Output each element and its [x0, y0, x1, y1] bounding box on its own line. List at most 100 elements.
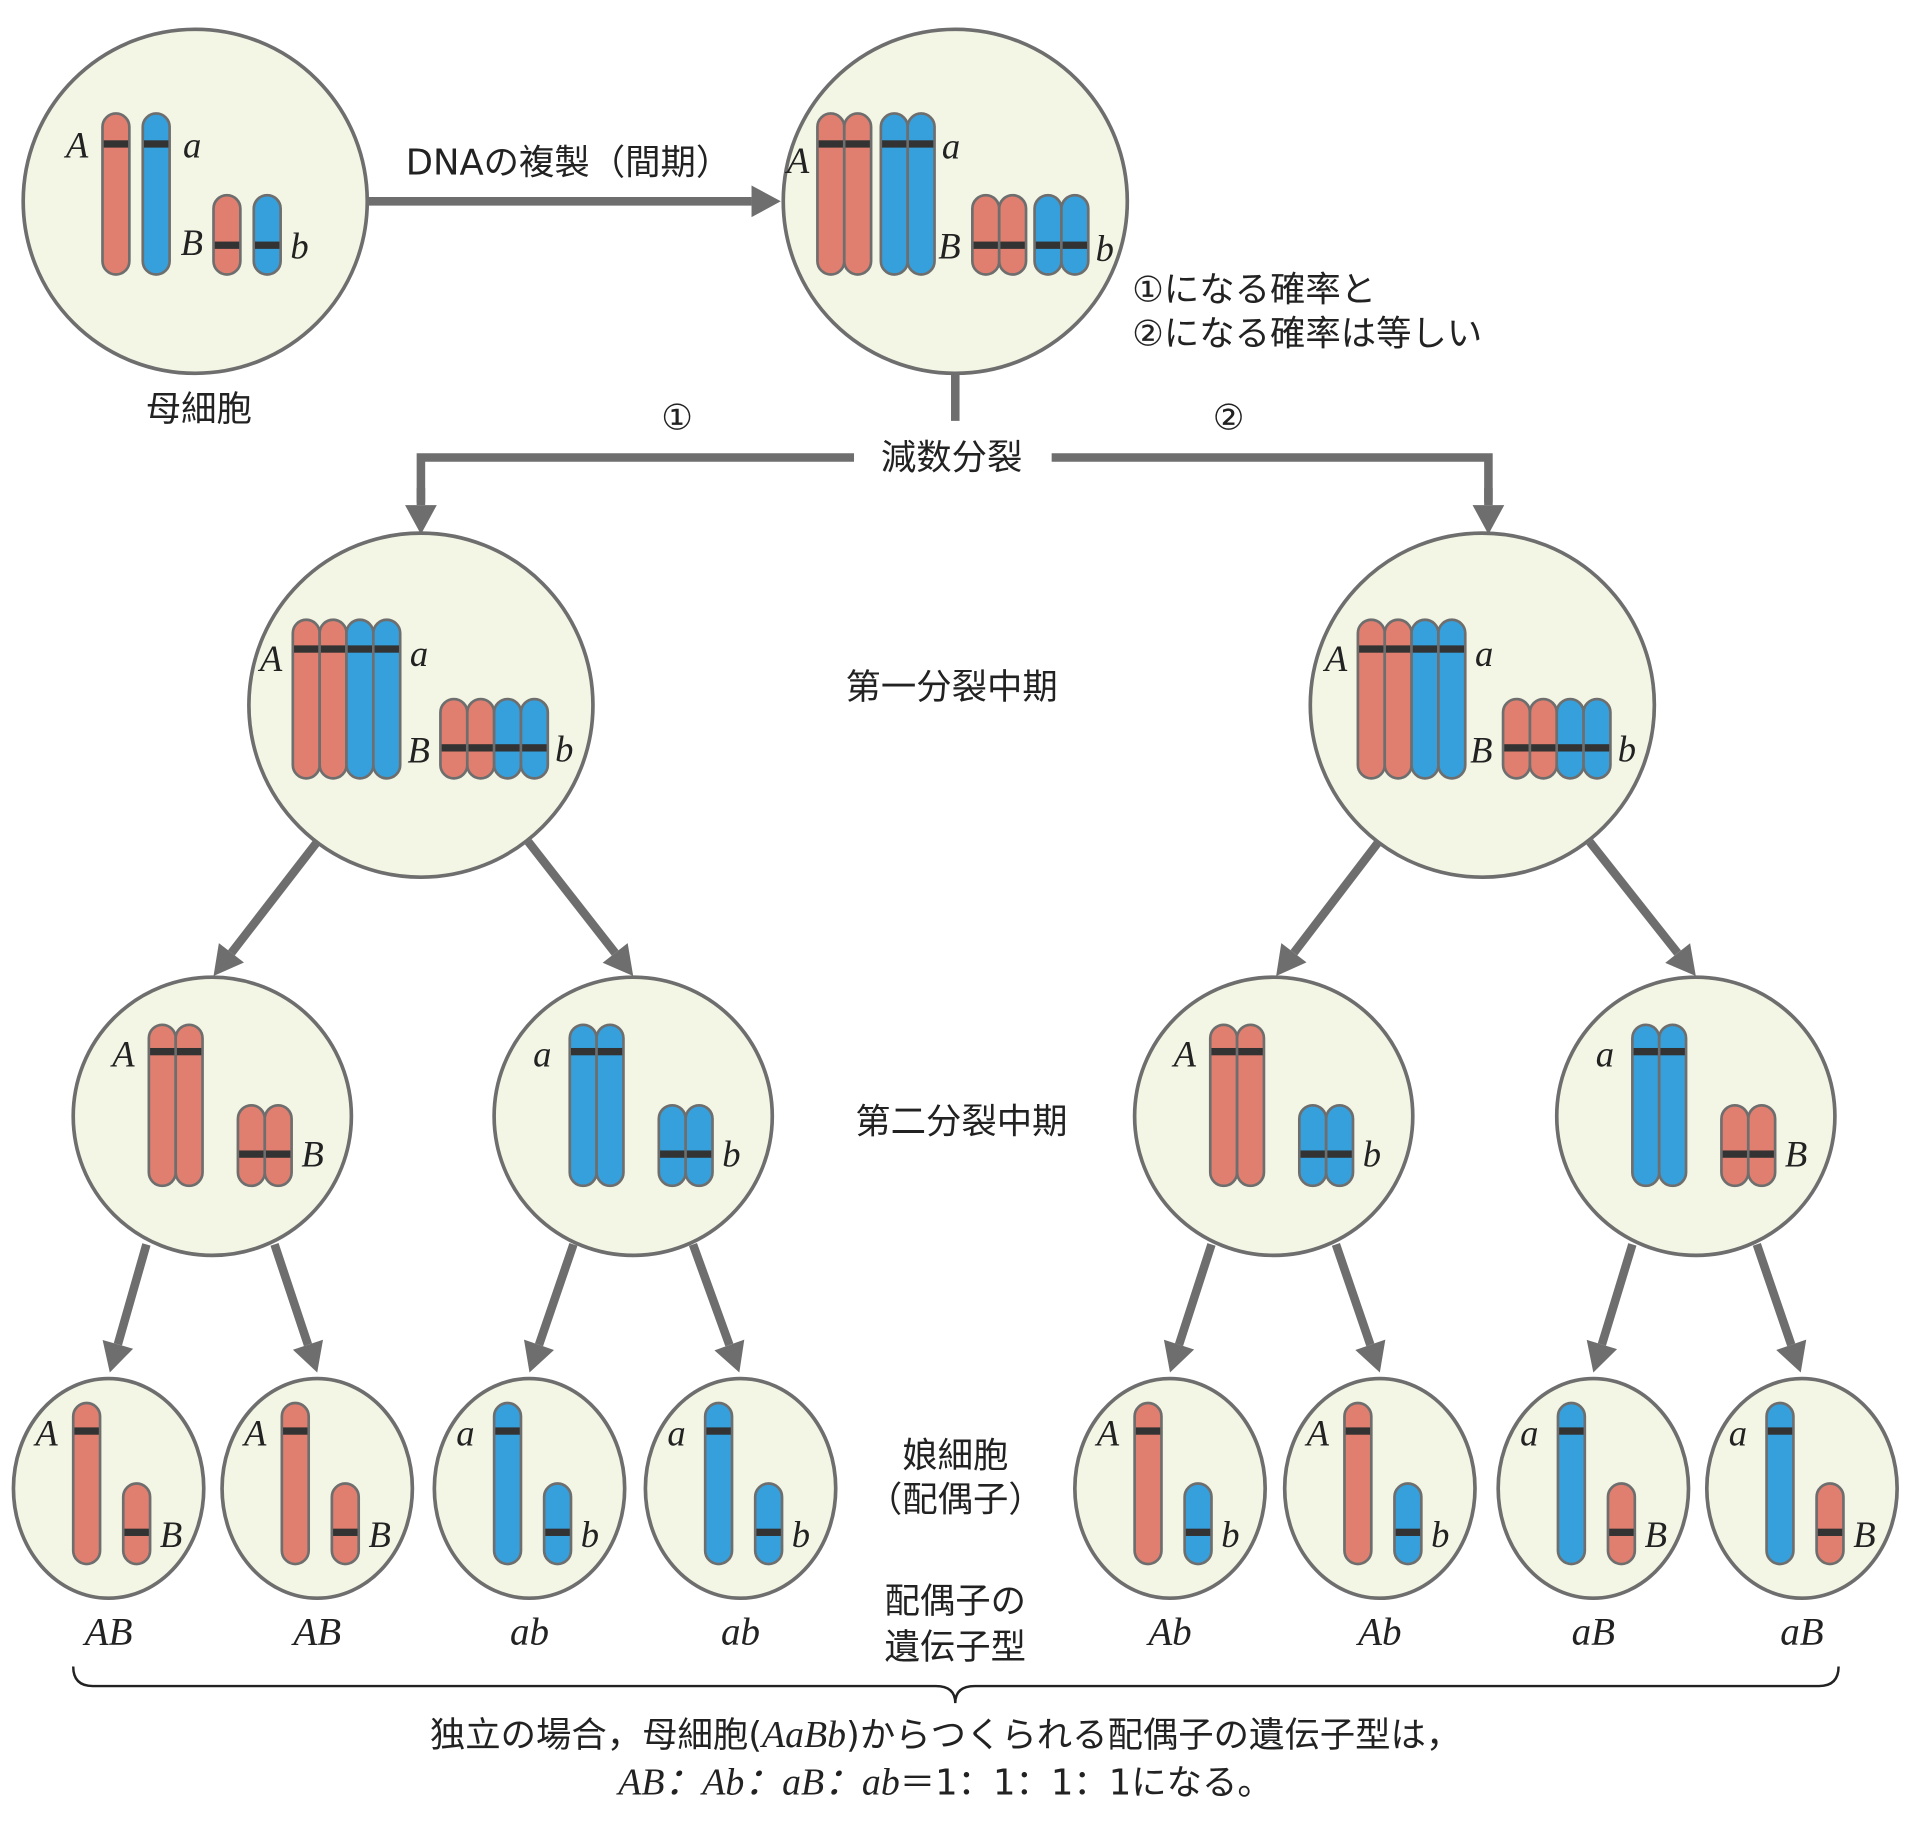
gamete-genotype: AB: [82, 1611, 133, 1654]
gamete-cell: AB: [220, 1376, 415, 1601]
daughter-cells-label: 娘細胞: [902, 1436, 1008, 1477]
gene-locus-band: [1185, 1528, 1211, 1536]
arrow: [1472, 488, 1505, 535]
note-line2: ②になる確率は等しい: [1132, 313, 1482, 354]
gamete-cell: Ab: [1073, 1376, 1267, 1601]
allele-label-B: B: [408, 730, 430, 771]
allele-label-a: a: [533, 1033, 551, 1074]
allele-label-b: b: [581, 1514, 599, 1555]
arrow: [1331, 1243, 1386, 1373]
arrowhead: [1355, 1339, 1386, 1373]
allele-label-a: a: [1520, 1413, 1538, 1454]
gene-locus-band: [495, 744, 520, 752]
ratio-values: ＝1：1：1：1になる。: [900, 1763, 1273, 1804]
chromosome-a: [1765, 1401, 1795, 1566]
arrow-shaft: [534, 1243, 578, 1347]
arrowhead: [1665, 943, 1696, 976]
gene-locus-band: [1559, 1427, 1584, 1435]
conclusion-line2: AB：Ab：aB：ab＝1：1：1：1になる。: [615, 1762, 1272, 1804]
allele-label-A: A: [1323, 638, 1348, 679]
arrow-shaft: [270, 1243, 313, 1347]
gene-locus-band: [1504, 744, 1529, 752]
allele-label-a: a: [667, 1413, 685, 1454]
chromosome-A: [1133, 1401, 1163, 1566]
cell-membrane: [1282, 1376, 1477, 1601]
allele-label-a: a: [942, 126, 960, 167]
gene-locus-band: [660, 1150, 685, 1158]
gamete-genotype-label-2: 遺伝子型: [885, 1627, 1027, 1668]
chromosome-A: [1343, 1401, 1373, 1566]
allele-label-A: A: [258, 638, 283, 679]
gamete-genotype-label-1: 配偶子の: [885, 1581, 1027, 1622]
arrowhead: [1776, 1339, 1807, 1373]
arrowhead: [523, 1339, 554, 1373]
arrowhead: [1276, 943, 1307, 976]
cell-membrane: [1132, 975, 1415, 1258]
chromosome-b: [519, 697, 550, 780]
chromosome-b: [1297, 1103, 1328, 1188]
allele-label-A: A: [785, 140, 810, 181]
cell-membrane: [781, 27, 1130, 376]
gamete-cell: ab: [432, 1376, 627, 1601]
gene-locus-band: [333, 1528, 358, 1536]
allele-label-b: b: [1431, 1514, 1449, 1555]
metaphase2-cell: ab: [492, 975, 775, 1258]
chromosome-a: [1410, 618, 1440, 780]
allele-label-B: B: [160, 1514, 182, 1555]
arrowhead: [213, 943, 244, 976]
gene-locus-band: [1531, 744, 1556, 752]
allele-label-B: B: [1645, 1514, 1667, 1555]
cell-membrane: [1073, 1376, 1267, 1601]
allele-label-B: B: [368, 1514, 390, 1555]
allele-label-B: B: [1785, 1133, 1807, 1174]
gene-locus-band: [818, 140, 844, 148]
allele-label-a: a: [456, 1413, 474, 1454]
chromosome-A: [1356, 618, 1387, 780]
allele-label-b: b: [1096, 228, 1114, 269]
allele-label-b: b: [792, 1514, 810, 1555]
conclusion-line1: 独立の場合，母細胞(AaBb)からつくられる配偶子の遺伝子型は，: [430, 1714, 1461, 1756]
gene-locus-band: [374, 645, 399, 653]
chromosome-B: [263, 1103, 293, 1188]
chromosome-a: [1437, 618, 1467, 780]
chromosome-a: [492, 1401, 523, 1566]
chromosome-a: [703, 1401, 734, 1566]
chromosome-b: [1033, 193, 1063, 276]
gamete-cell: aB: [1496, 1376, 1691, 1601]
arrow: [1586, 1243, 1637, 1373]
allele-label-A: A: [110, 1033, 135, 1074]
chromosome-b: [252, 193, 282, 276]
arrowhead: [1586, 1339, 1618, 1373]
arrow: [1276, 839, 1383, 976]
gamete-genotype: ab: [721, 1611, 760, 1654]
gamete-cell: AB: [11, 1376, 206, 1601]
gamete-genotype: ab: [510, 1611, 549, 1654]
arrow: [102, 1243, 151, 1373]
mother-cell-label: 母細胞: [146, 389, 252, 430]
chromosome-b: [492, 697, 523, 780]
connector-line: [416, 453, 855, 503]
gene-locus-band: [1817, 1528, 1843, 1536]
gene-locus-band: [1557, 744, 1583, 752]
arrow: [1586, 839, 1696, 976]
gene-locus-band: [597, 1047, 623, 1056]
chromosome-B: [1528, 697, 1559, 780]
chromosome-a: [1556, 1401, 1587, 1566]
gene-locus-band: [1660, 1047, 1685, 1056]
arrow-shaft: [228, 839, 321, 956]
allele-label-B: B: [1853, 1514, 1875, 1555]
brace: [72, 1666, 1840, 1704]
allele-label-B: B: [181, 222, 203, 263]
gene-locus-band: [239, 1150, 264, 1158]
allele-label-A: A: [1305, 1413, 1330, 1454]
allele-label-A: A: [1095, 1413, 1120, 1454]
chromosome-b: [1060, 193, 1090, 276]
chromosome-B: [236, 1103, 267, 1188]
gene-locus-band: [1300, 1150, 1325, 1158]
cell-membrane: [1704, 1376, 1899, 1601]
allele-label-a: a: [410, 633, 428, 674]
gene-locus-band: [176, 1047, 202, 1056]
gene-locus-band: [1327, 1150, 1352, 1158]
